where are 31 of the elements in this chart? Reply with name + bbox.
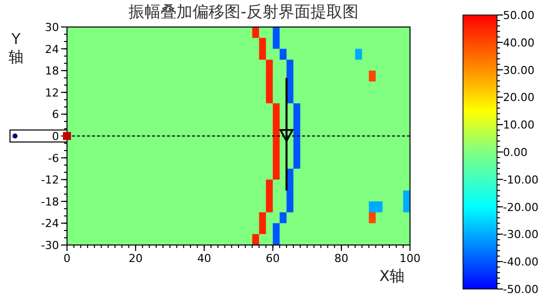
- y-tick-label: 12: [45, 86, 59, 100]
- chart-title: 振幅叠加偏移图-反射界面提取图: [128, 2, 358, 21]
- color-bar-label: 40.00: [503, 36, 534, 50]
- x-axis-title: X轴: [379, 267, 405, 285]
- y-tick-label: -6: [48, 152, 59, 165]
- y-tick-label: -24: [41, 217, 59, 230]
- y-tick-label: 6: [52, 108, 59, 122]
- y-tick-label: -30: [41, 239, 59, 252]
- color-bar-label: 30.00: [503, 64, 534, 77]
- x-tick-label: 80: [334, 252, 348, 265]
- x-tick-label: 0: [64, 252, 70, 265]
- ylabel: Y轴: [8, 30, 24, 66]
- color-bar-label: -40.00: [503, 256, 538, 269]
- y-tick-label: 30: [45, 21, 59, 34]
- color-bar-label: 50.00: [503, 9, 534, 22]
- color-bar-label: -10.00: [503, 173, 538, 186]
- y-tick-label: 24: [45, 42, 59, 56]
- color-bar-label: 10.00: [503, 118, 534, 132]
- x-tick-label: 60: [266, 252, 280, 265]
- color-bar-label: -20.00: [503, 200, 538, 214]
- y-tick-label: 0: [52, 130, 59, 143]
- color-bar-label: 0.00: [503, 146, 528, 159]
- x-tick-label: 100: [400, 252, 420, 265]
- y-tick-label: -12: [41, 174, 59, 187]
- color-bar-label: -30.00: [503, 228, 538, 242]
- x-tick-label: 40: [197, 252, 212, 265]
- x-tick-label: 20: [128, 252, 143, 265]
- color-bar-label: -50.00: [503, 283, 538, 295]
- y-tick-label: -18: [41, 195, 59, 208]
- y-tick-label: 18: [45, 64, 59, 78]
- color-bar-label: 20.00: [503, 91, 534, 104]
